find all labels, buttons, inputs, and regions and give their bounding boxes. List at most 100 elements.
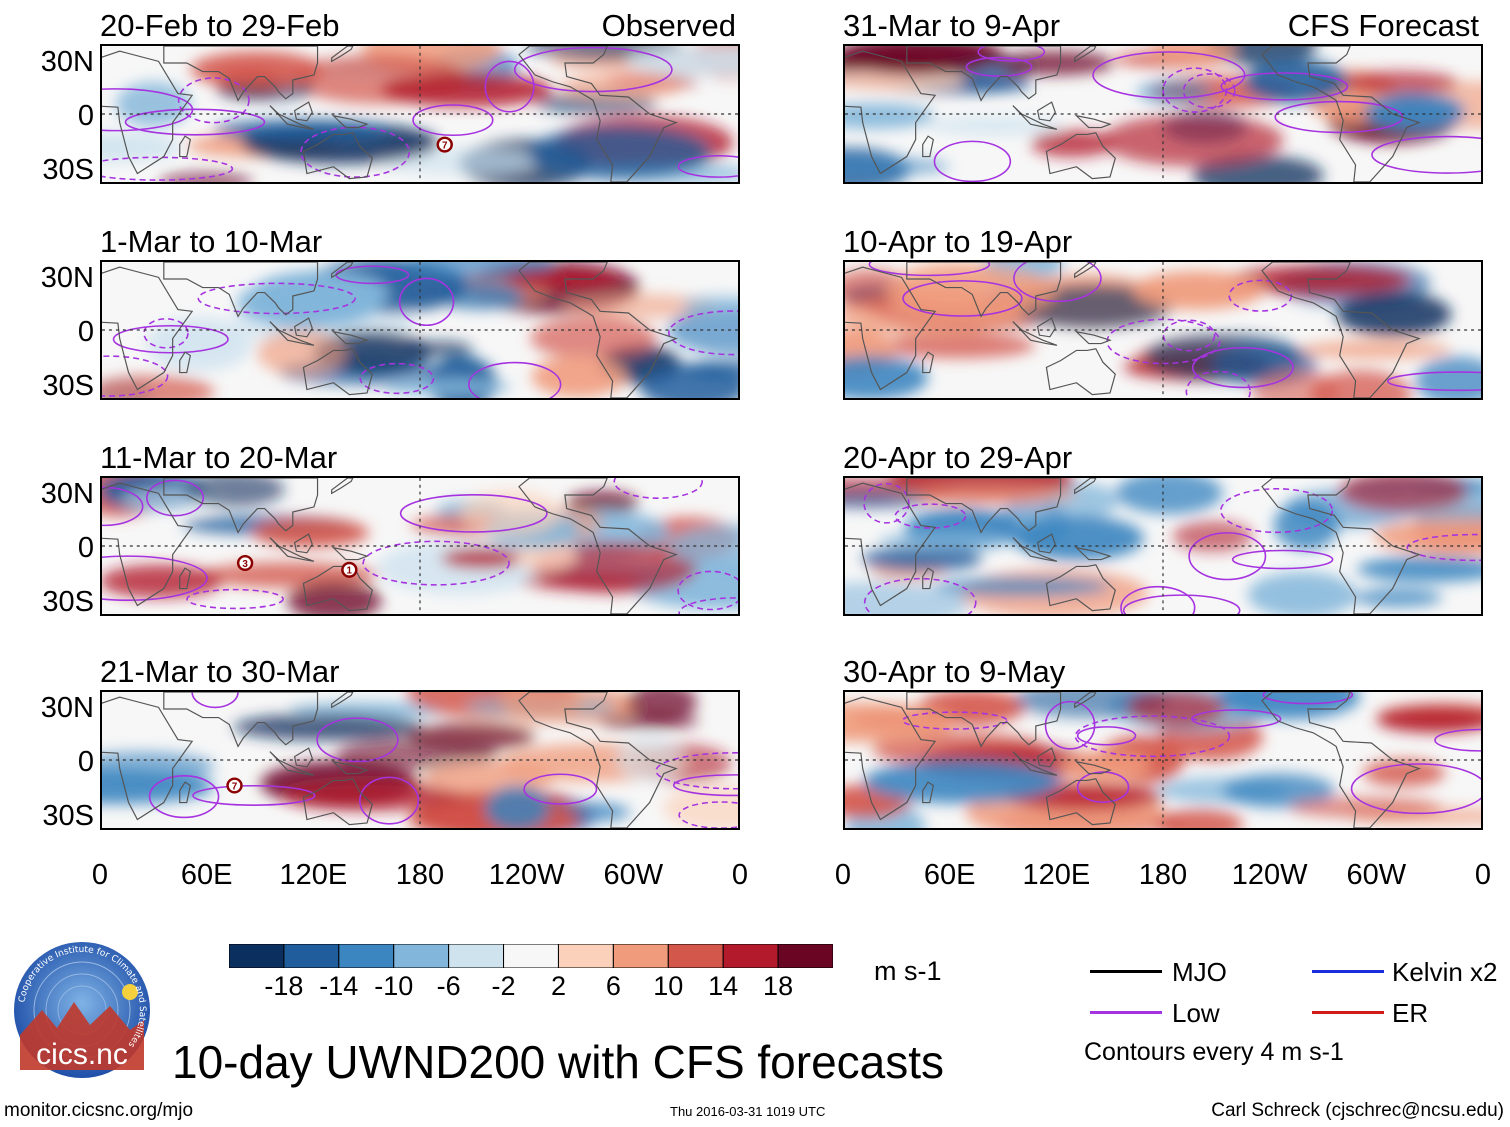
westerly-anomaly-blob	[1225, 265, 1410, 296]
coastline	[922, 781, 935, 804]
colorbar-tick-label: -14	[319, 971, 359, 1001]
easterly-anomaly-blob	[933, 577, 1111, 596]
low-contour	[1076, 771, 1130, 803]
westerly-anomaly-blob	[1289, 796, 1442, 818]
forecast-map-4	[843, 690, 1483, 830]
westerly-anomaly-blob	[531, 355, 626, 398]
coastline	[302, 778, 373, 826]
westerly-anomaly-blob	[530, 316, 657, 360]
wind-anomaly-map	[845, 478, 1481, 614]
coastline	[1036, 533, 1056, 554]
low-contour	[399, 494, 548, 533]
westerly-anomaly-blob	[381, 72, 553, 108]
westerly-anomaly-blob	[499, 692, 584, 724]
easterly-anomaly-blob	[233, 713, 422, 741]
coastline	[293, 101, 313, 122]
westerly-anomaly-blob	[505, 271, 623, 288]
legend-kelvin-line	[1312, 970, 1384, 973]
low-contour	[468, 361, 562, 398]
low-contour	[1192, 346, 1294, 389]
low-contour	[1220, 72, 1349, 101]
forecast-lon-label-5: 60W	[1346, 859, 1407, 891]
coastline	[293, 317, 313, 338]
colorbar-tick-label: 2	[550, 971, 566, 1001]
easterly-anomaly-blob	[667, 524, 738, 569]
coastline	[293, 747, 313, 768]
coastline	[102, 266, 194, 391]
storm-marker-label: 7	[442, 141, 448, 152]
easterly-anomaly-blob	[1216, 692, 1361, 720]
wind-anomaly-map: 31	[102, 478, 738, 614]
low-contour	[677, 154, 738, 178]
westerly-anomaly-blob	[566, 491, 639, 515]
storm-marker-label: 7	[232, 781, 238, 792]
westerly-anomaly-blob	[441, 547, 524, 569]
wind-anomaly-map	[845, 262, 1481, 398]
legend-mjo-label: MJO	[1172, 957, 1227, 987]
forecast-map-2	[843, 260, 1483, 400]
observed-panel-title-1: 20-Feb to 29-Feb	[100, 8, 340, 43]
easterly-anomaly-blob	[1353, 587, 1443, 608]
observed-panel-title-3: 11-Mar to 20-Mar	[100, 440, 338, 475]
low-contour	[1350, 763, 1481, 815]
coastline	[845, 266, 937, 391]
colorbar-swatch	[777, 943, 834, 969]
colorbar-swatch	[503, 943, 559, 969]
colorbar-swatch	[338, 943, 395, 969]
easterly-anomaly-blob	[626, 46, 738, 76]
low-contour	[655, 752, 738, 790]
low-contour	[933, 140, 1012, 182]
coastline	[1074, 114, 1112, 129]
coastline	[1261, 262, 1421, 398]
westerly-anomaly-blob	[407, 722, 536, 751]
cics-logo-graphic: Cooperative Institute for Climate and Sa…	[14, 942, 150, 1078]
colorbar-swatches	[228, 943, 834, 969]
easterly-anomaly-blob	[102, 132, 182, 163]
cics-logo: Cooperative Institute for Climate and Sa…	[12, 940, 152, 1080]
low-contour	[484, 60, 535, 113]
coastline	[1036, 317, 1056, 338]
easterly-anomaly-blob	[484, 785, 550, 828]
easterly-anomaly-blob	[1115, 478, 1223, 515]
westerly-anomaly-blob	[562, 293, 717, 319]
observed-panel-title-4: 21-Mar to 30-Mar	[100, 654, 340, 689]
forecast-label: CFS Forecast	[1287, 8, 1479, 43]
low-contour	[316, 717, 399, 763]
coastline	[906, 46, 1062, 102]
storm-marker	[236, 554, 254, 572]
coastline	[102, 482, 194, 607]
easterly-anomaly-blob	[845, 581, 970, 614]
coastline	[179, 567, 192, 590]
wind-anomaly-map: 7	[102, 46, 738, 182]
westerly-anomaly-blob	[845, 70, 966, 91]
coastline	[163, 692, 319, 748]
observed-map-4: 7	[100, 690, 740, 830]
observed-label: Observed	[601, 8, 736, 43]
easterly-anomaly-blob	[1136, 79, 1213, 105]
low-contour	[1262, 692, 1354, 705]
westerly-anomaly-blob	[1338, 71, 1459, 94]
low-contour	[359, 362, 435, 395]
westerly-anomaly-blob	[257, 329, 346, 376]
colorbar-swatch	[393, 943, 450, 969]
low-contour	[863, 482, 910, 524]
westerly-anomaly-blob	[190, 51, 324, 88]
coastline	[302, 132, 373, 180]
coastline	[518, 478, 678, 614]
wind-anomaly-map	[845, 692, 1481, 828]
coastline	[1074, 760, 1112, 775]
westerly-anomaly-blob	[286, 581, 383, 614]
coastline	[1074, 478, 1097, 495]
low-contour	[146, 479, 205, 517]
coastline	[1261, 478, 1421, 614]
coastline	[331, 760, 369, 775]
footer-url[interactable]: monitor.cicsnc.org/mjo	[4, 1100, 194, 1121]
storm-marker	[436, 136, 453, 153]
coastline	[922, 567, 935, 590]
storm-marker-label: 1	[347, 566, 353, 577]
colorbar-tick-label: 6	[605, 971, 621, 1001]
low-contour	[1231, 549, 1334, 570]
coastline	[1074, 330, 1112, 345]
westerly-anomaly-blob	[1132, 270, 1265, 310]
footer-author: Carl Schreck (cjschrec@ncsu.edu)	[1211, 1100, 1504, 1121]
